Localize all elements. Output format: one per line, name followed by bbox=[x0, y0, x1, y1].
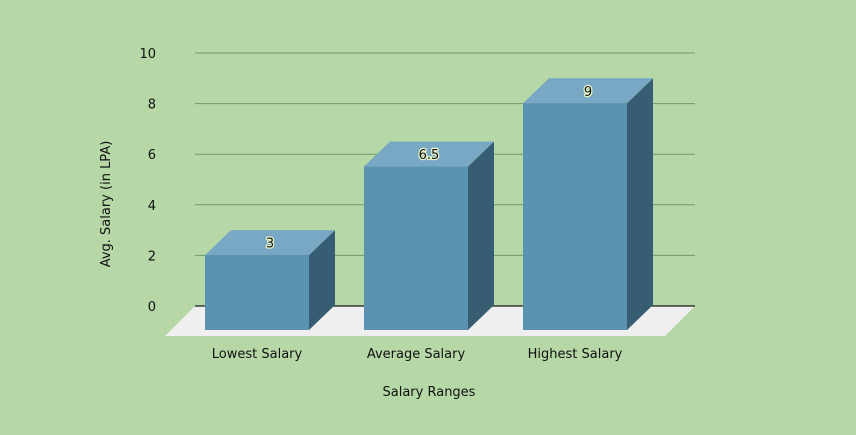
x-axis-title: Salary Ranges bbox=[383, 385, 476, 400]
bar-top-face bbox=[205, 230, 335, 256]
data-label: 9 bbox=[584, 85, 592, 100]
y-axis-title: Avg. Salary (in LPA) bbox=[99, 141, 114, 268]
bar bbox=[364, 141, 494, 330]
y-tick-label: 4 bbox=[148, 199, 156, 214]
bar-front-face bbox=[523, 103, 627, 330]
y-tick-label: 8 bbox=[148, 98, 156, 113]
bar-front-face bbox=[205, 255, 309, 330]
data-label: 6.5 bbox=[419, 148, 440, 163]
x-tick-label: Highest Salary bbox=[528, 347, 623, 362]
x-tick-label: Average Salary bbox=[367, 347, 466, 362]
bar-front-face bbox=[364, 166, 468, 330]
y-tick-label: 10 bbox=[139, 47, 156, 62]
bar-top-face bbox=[523, 78, 653, 104]
bar bbox=[205, 230, 335, 330]
bar-side-face bbox=[468, 141, 494, 330]
bar-top-face bbox=[364, 141, 494, 167]
bar bbox=[523, 78, 653, 330]
x-tick-label: Lowest Salary bbox=[212, 347, 303, 362]
data-label: 3 bbox=[266, 237, 274, 252]
bar-side-face bbox=[309, 230, 335, 330]
y-tick-label: 6 bbox=[148, 148, 156, 163]
y-tick-label: 2 bbox=[148, 249, 156, 264]
bar-side-face bbox=[627, 78, 653, 330]
y-tick-label: 0 bbox=[148, 300, 156, 315]
